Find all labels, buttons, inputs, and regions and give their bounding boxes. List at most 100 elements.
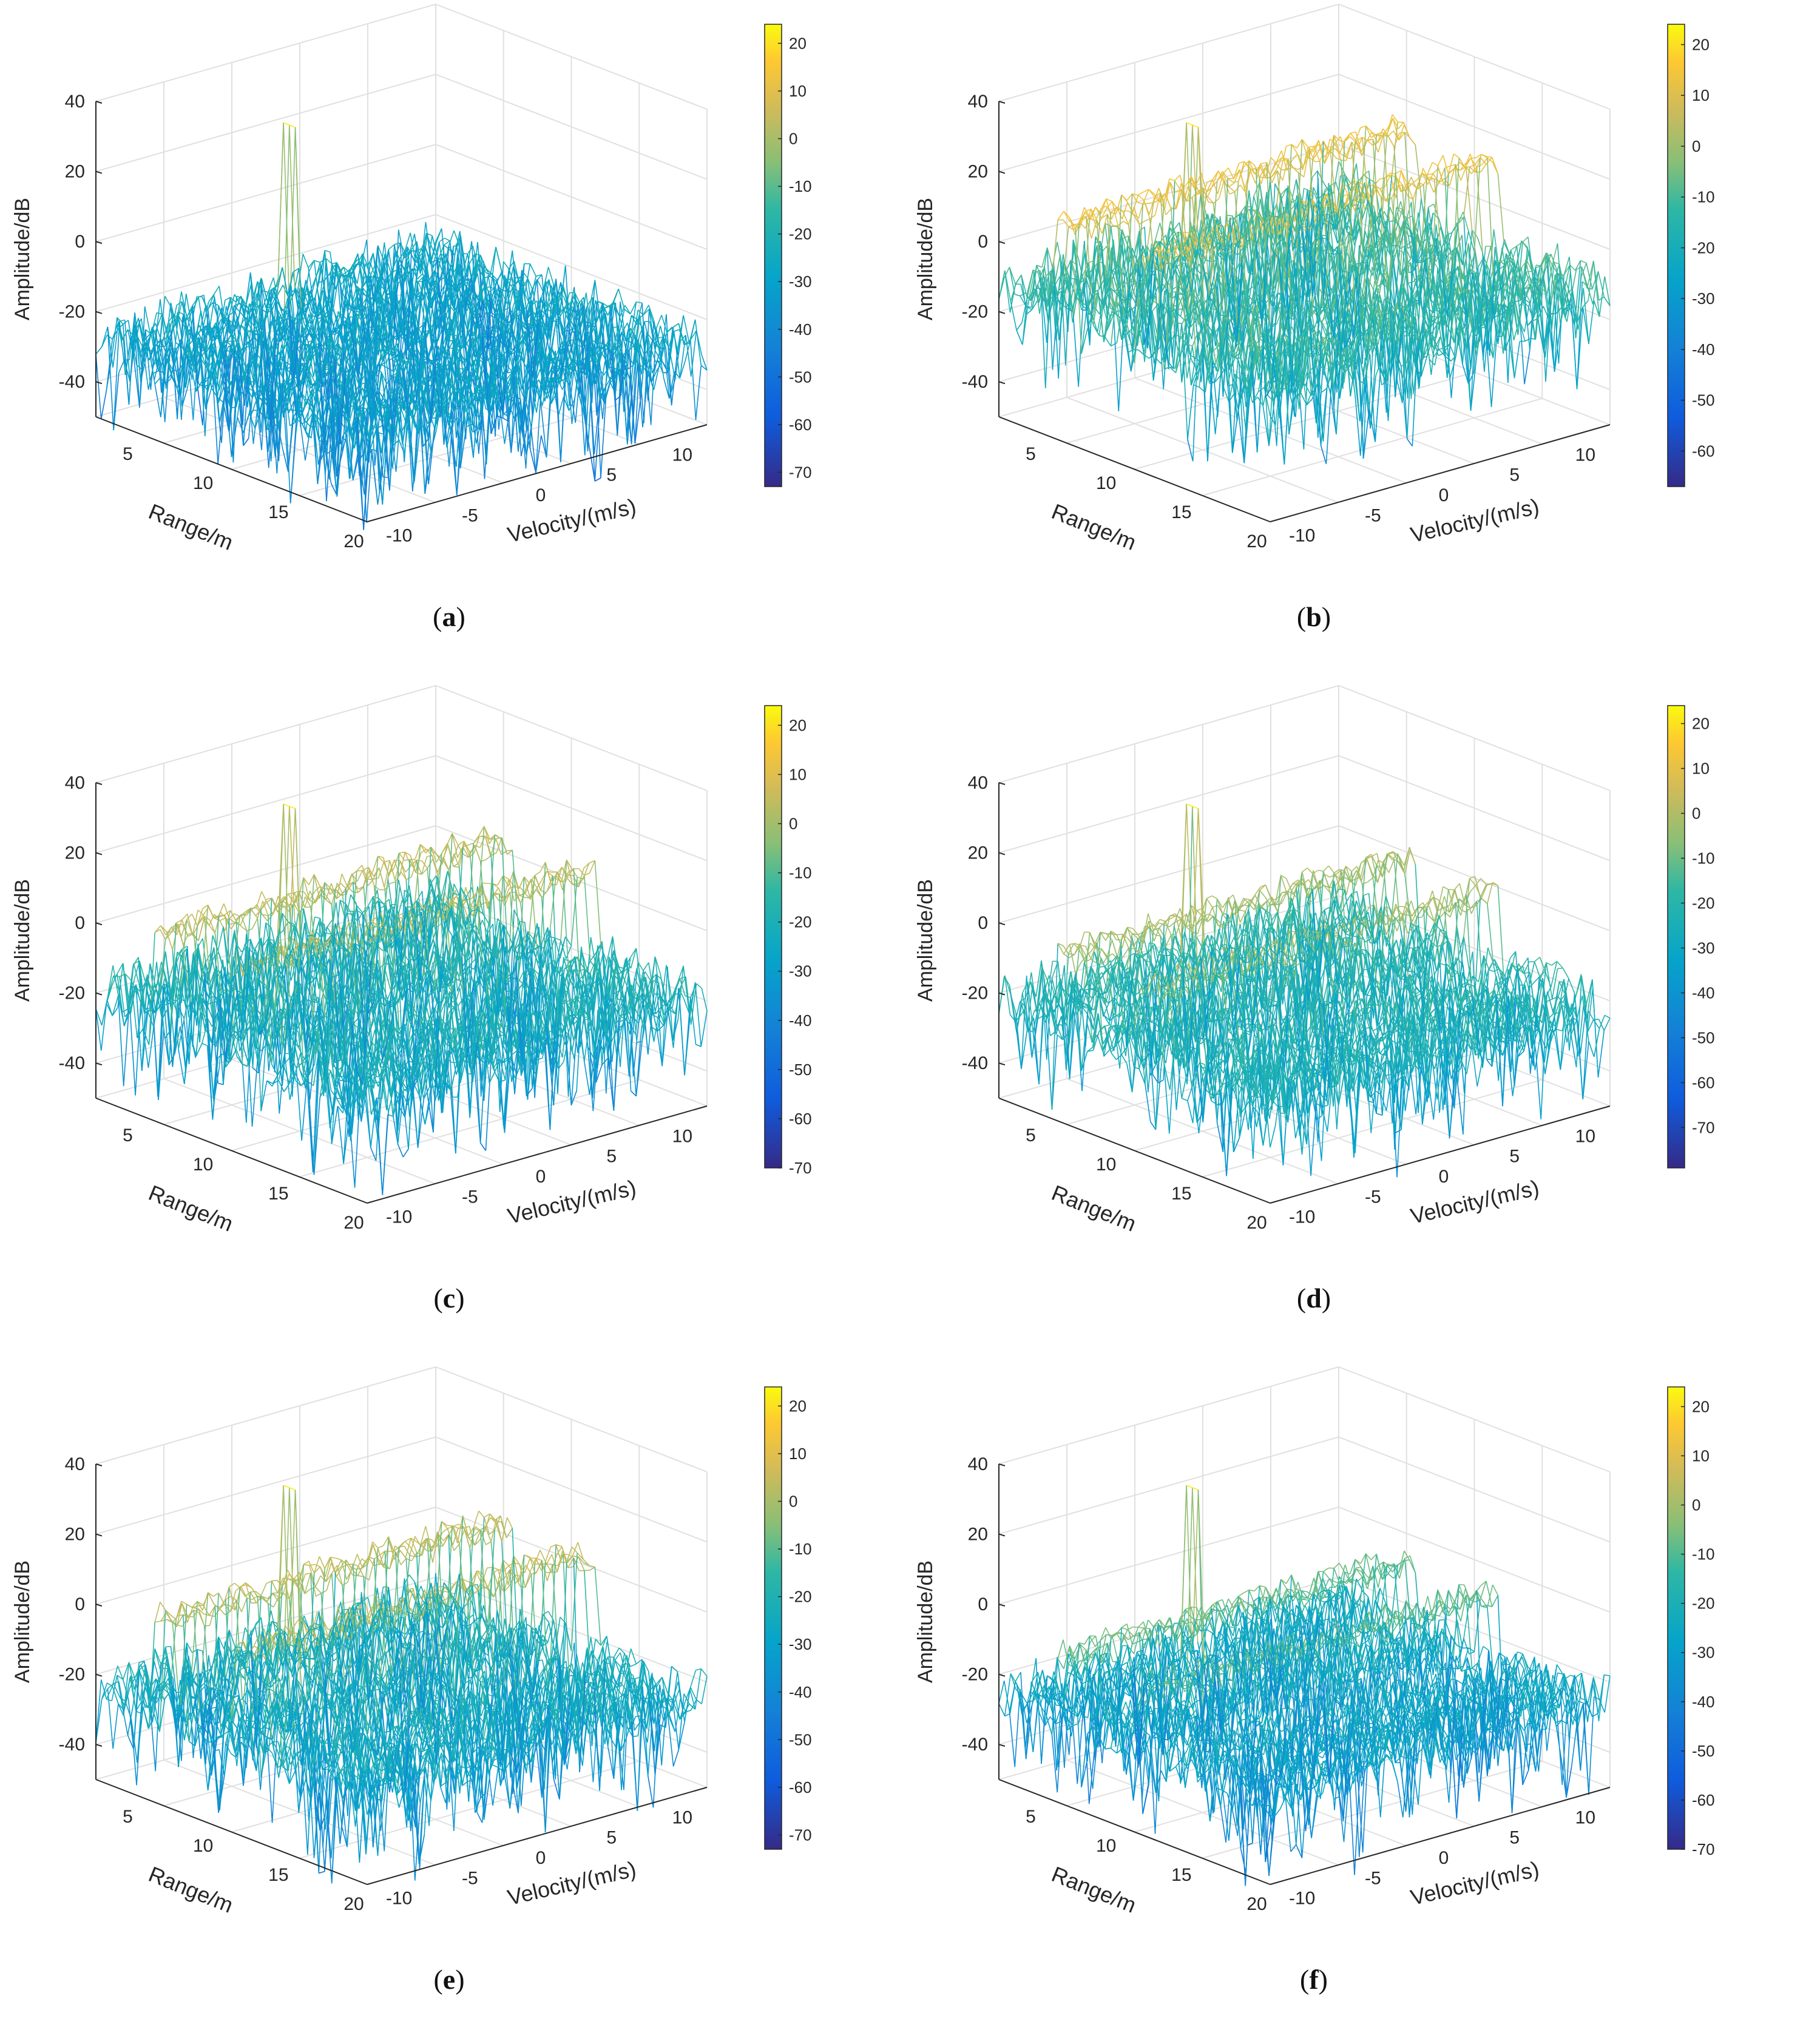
z-axis-label: Amplitude/dB — [914, 1560, 937, 1683]
colorbar-tick-label: -30 — [1692, 939, 1715, 957]
z-tick-label: 0 — [75, 1594, 85, 1614]
colorbar-tick-label: -40 — [1692, 340, 1715, 359]
colorbar-tick-label: -60 — [1692, 442, 1715, 460]
colorbar-tick-label: 20 — [789, 716, 807, 734]
z-tick-label: -40 — [59, 372, 85, 392]
panel-caption: (d) — [1223, 1282, 1405, 1314]
colorbar-tick-label: 0 — [789, 130, 797, 148]
velocity-tick-label: -10 — [386, 1207, 412, 1227]
panel-caption: (f) — [1223, 1963, 1405, 1995]
z-tick-label: 20 — [65, 843, 85, 863]
z-tick-label: -20 — [59, 302, 85, 322]
range-tick-label: 15 — [268, 1865, 288, 1885]
z-tick-label: 40 — [65, 1454, 85, 1474]
velocity-axis-label: Velocity/(m/s) — [1408, 494, 1541, 548]
range-tick-label: 5 — [1026, 444, 1036, 464]
colorbar-tick-label: 20 — [1692, 715, 1710, 733]
panel-e: 40 20 0 -20 -40 Amplitude/dB 5 10 15 20 Range/m -10… — [0, 1363, 903, 2044]
z-tick-label: -40 — [59, 1735, 85, 1755]
z-tick-label: 40 — [968, 773, 988, 793]
panel-caption: (e) — [358, 1963, 540, 1995]
range-tick-label: 15 — [268, 1184, 288, 1204]
colorbar-tick-label: 10 — [789, 765, 807, 783]
colorbar-tick-label: -30 — [789, 272, 812, 291]
panel-b: 40 20 0 -20 -40 Amplitude/dB 5 10 15 20 Range/m -10… — [903, 0, 1806, 681]
velocity-tick-label: -5 — [462, 1187, 478, 1207]
range-axis-label: Range/m — [145, 1861, 237, 1918]
velocity-tick-label: 10 — [672, 445, 692, 465]
colorbar-tick-label: -70 — [789, 1159, 812, 1177]
range-tick-label: 10 — [1096, 473, 1116, 493]
range-tick-label: 15 — [1171, 1865, 1191, 1885]
velocity-axis-label: Velocity/(m/s) — [1408, 1175, 1541, 1229]
velocity-tick-label: 5 — [1509, 465, 1520, 485]
colorbar-tick-label: 0 — [1692, 1496, 1700, 1514]
range-tick-label: 5 — [123, 1807, 133, 1827]
velocity-tick-label: 5 — [606, 465, 617, 485]
colorbar-tick-label: -10 — [1692, 188, 1715, 206]
z-tick-label: 20 — [65, 162, 85, 182]
colorbar-tick-label: -70 — [789, 1826, 812, 1844]
colorbar — [764, 705, 782, 1169]
colorbar-tick-label: -40 — [789, 1683, 812, 1701]
colorbar-tick-label: 10 — [1692, 86, 1710, 104]
surface-plot-b: 40 20 0 -20 -40 Amplitude/dB 5 10 15 20 Range/m -10… — [914, 3, 1715, 555]
colorbar-tick-label: -40 — [789, 320, 812, 339]
velocity-tick-label: 10 — [1575, 1126, 1595, 1146]
z-tick-label: 20 — [968, 1525, 988, 1545]
colorbar-tick-label: -10 — [789, 864, 812, 882]
range-tick-label: 5 — [1026, 1125, 1036, 1145]
z-axis-label: Amplitude/dB — [914, 198, 937, 320]
velocity-tick-label: 5 — [1509, 1828, 1520, 1848]
range-tick-label: 15 — [1171, 1184, 1191, 1204]
range-tick-label: 10 — [193, 473, 213, 493]
z-axis-label: Amplitude/dB — [914, 879, 937, 1002]
z-tick-label: 0 — [978, 913, 988, 933]
range-axis-label: Range/m — [1048, 499, 1140, 555]
colorbar-tick-label: -60 — [789, 416, 812, 434]
z-tick-label: 0 — [978, 1594, 988, 1614]
axes-box — [95, 1366, 708, 1885]
z-tick-label: 40 — [65, 92, 85, 112]
colorbar — [1667, 1386, 1685, 1850]
colorbar — [1667, 24, 1685, 487]
colorbar-tick-label: 10 — [789, 82, 807, 100]
colorbar-tick-label: -10 — [789, 177, 812, 195]
velocity-tick-label: -10 — [386, 1889, 412, 1909]
range-tick-label: 5 — [123, 444, 133, 464]
colorbar-tick-label: -60 — [789, 1778, 812, 1796]
z-tick-label: 40 — [65, 773, 85, 793]
colorbar — [1667, 705, 1685, 1169]
velocity-tick-label: -10 — [386, 526, 412, 546]
panel-caption: (b) — [1223, 601, 1405, 633]
panel-c: 40 20 0 -20 -40 Amplitude/dB 5 10 15 20 Range/m -10… — [0, 681, 903, 1363]
z-axis-label: Amplitude/dB — [11, 879, 34, 1002]
range-tick-label: 5 — [123, 1125, 133, 1145]
range-axis-label: Range/m — [145, 499, 237, 555]
range-tick-label: 20 — [343, 531, 364, 551]
velocity-tick-label: 0 — [1439, 1848, 1449, 1868]
colorbar-tick-label: -50 — [789, 1061, 812, 1079]
range-axis-label: Range/m — [145, 1180, 237, 1236]
colorbar-tick-label: 0 — [1692, 804, 1700, 823]
panel-caption: (a) — [358, 601, 540, 633]
panel-a: 40 20 0 -20 -40 Amplitude/dB 5 10 15 20 Range/m -10… — [0, 0, 903, 681]
surface-plot-e: 40 20 0 -20 -40 Amplitude/dB 5 10 15 20 Range/m -10… — [11, 1366, 812, 1918]
colorbar-tick-label: -60 — [1692, 1791, 1715, 1809]
colorbar-tick-label: 20 — [1692, 35, 1710, 53]
z-tick-label: 0 — [75, 232, 85, 252]
colorbar-tick-label: 10 — [789, 1445, 807, 1463]
velocity-axis-label: Velocity/(m/s) — [1408, 1857, 1541, 1911]
velocity-tick-label: 0 — [1439, 485, 1449, 505]
range-tick-label: 10 — [193, 1155, 213, 1175]
colorbar-tick-label: -50 — [789, 368, 812, 386]
velocity-tick-label: 5 — [606, 1828, 617, 1848]
panel-f: 40 20 0 -20 -40 Amplitude/dB 5 10 15 20 Range/m -10… — [903, 1363, 1806, 2044]
colorbar-tick-label: -30 — [1692, 1644, 1715, 1662]
surface-mesh — [95, 1485, 708, 1884]
velocity-tick-label: 5 — [606, 1147, 617, 1167]
velocity-axis-label: Velocity/(m/s) — [505, 494, 638, 548]
z-tick-label: -40 — [59, 1053, 85, 1073]
surface-mesh — [95, 803, 708, 1195]
range-axis-label: Range/m — [1048, 1861, 1140, 1918]
